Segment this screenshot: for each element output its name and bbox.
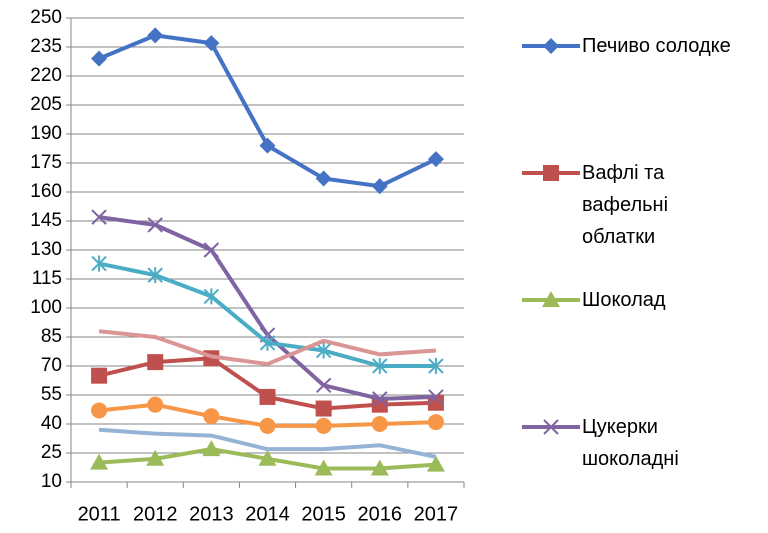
x-tick-label: 2016 <box>358 503 403 525</box>
point-marker <box>259 388 276 405</box>
point-marker <box>427 414 444 431</box>
point-marker <box>90 453 109 470</box>
legend-label: Шоколад <box>582 289 666 311</box>
point-marker <box>371 178 388 195</box>
y-tick-label: 205 <box>30 94 62 115</box>
point-marker <box>427 151 444 168</box>
y-tick-label: 220 <box>30 65 62 86</box>
legend-label: Вафлі та вафельні облатки <box>582 162 669 248</box>
x-tick-label: 2011 <box>78 503 121 525</box>
point-marker <box>371 416 388 432</box>
point-marker <box>315 377 332 394</box>
point-marker <box>315 170 332 187</box>
point-marker <box>259 417 276 434</box>
y-tick-label: 130 <box>30 239 62 260</box>
point-marker <box>372 391 388 407</box>
point-marker <box>91 402 108 419</box>
point-marker <box>147 267 163 284</box>
y-tick-label: 250 <box>30 7 62 28</box>
x-tick-label: 2012 <box>133 503 178 525</box>
x-tick-label: 2015 <box>301 503 346 525</box>
y-tick-label: 175 <box>30 152 62 173</box>
x-tick-label: 2017 <box>414 503 459 525</box>
point-marker <box>147 217 163 233</box>
point-marker <box>91 367 108 384</box>
legend-marker <box>543 419 559 435</box>
y-tick-label: 70 <box>41 355 62 376</box>
y-tick-label: 160 <box>30 181 62 202</box>
y-tick-label: 25 <box>41 442 62 463</box>
point-marker <box>203 288 220 305</box>
point-marker <box>202 440 221 457</box>
point-marker <box>147 27 164 44</box>
point-marker <box>147 354 164 371</box>
point-marker <box>315 400 332 417</box>
y-tick-label: 235 <box>30 36 62 57</box>
point-marker <box>91 209 107 225</box>
point-marker <box>428 358 444 374</box>
y-tick-label: 190 <box>30 123 62 144</box>
point-marker <box>259 137 276 154</box>
point-marker <box>315 417 332 434</box>
legend-marker <box>543 38 559 54</box>
y-tick-label: 145 <box>30 210 62 231</box>
series-line <box>98 33 437 189</box>
point-marker <box>203 35 220 52</box>
x-tick-label: 2014 <box>245 503 290 525</box>
y-tick-label: 85 <box>41 326 62 347</box>
y-tick-label: 40 <box>41 413 62 434</box>
legend-marker <box>543 165 559 181</box>
point-marker <box>147 396 164 413</box>
y-tick-label: 55 <box>41 384 62 405</box>
point-marker <box>428 389 444 405</box>
legend-label: Печиво солодке <box>582 35 731 57</box>
point-marker <box>370 459 389 476</box>
point-marker <box>315 342 332 359</box>
point-marker <box>258 449 277 466</box>
y-tick-label: 10 <box>41 471 62 492</box>
point-marker <box>203 408 220 425</box>
x-tick-label: 2013 <box>189 503 234 525</box>
point-marker <box>91 50 108 67</box>
point-marker <box>146 449 165 466</box>
point-marker <box>203 242 220 258</box>
series-line <box>98 427 437 459</box>
series-line <box>98 329 437 367</box>
y-tick-label: 115 <box>32 268 62 289</box>
point-marker <box>259 334 276 351</box>
legend-label: Цукерки шоколадні <box>582 416 679 470</box>
point-marker <box>372 358 388 374</box>
legend-marker <box>542 291 560 307</box>
point-marker <box>426 455 445 472</box>
point-marker <box>91 255 107 272</box>
point-marker <box>314 459 333 476</box>
y-tick-label: 100 <box>30 297 62 318</box>
